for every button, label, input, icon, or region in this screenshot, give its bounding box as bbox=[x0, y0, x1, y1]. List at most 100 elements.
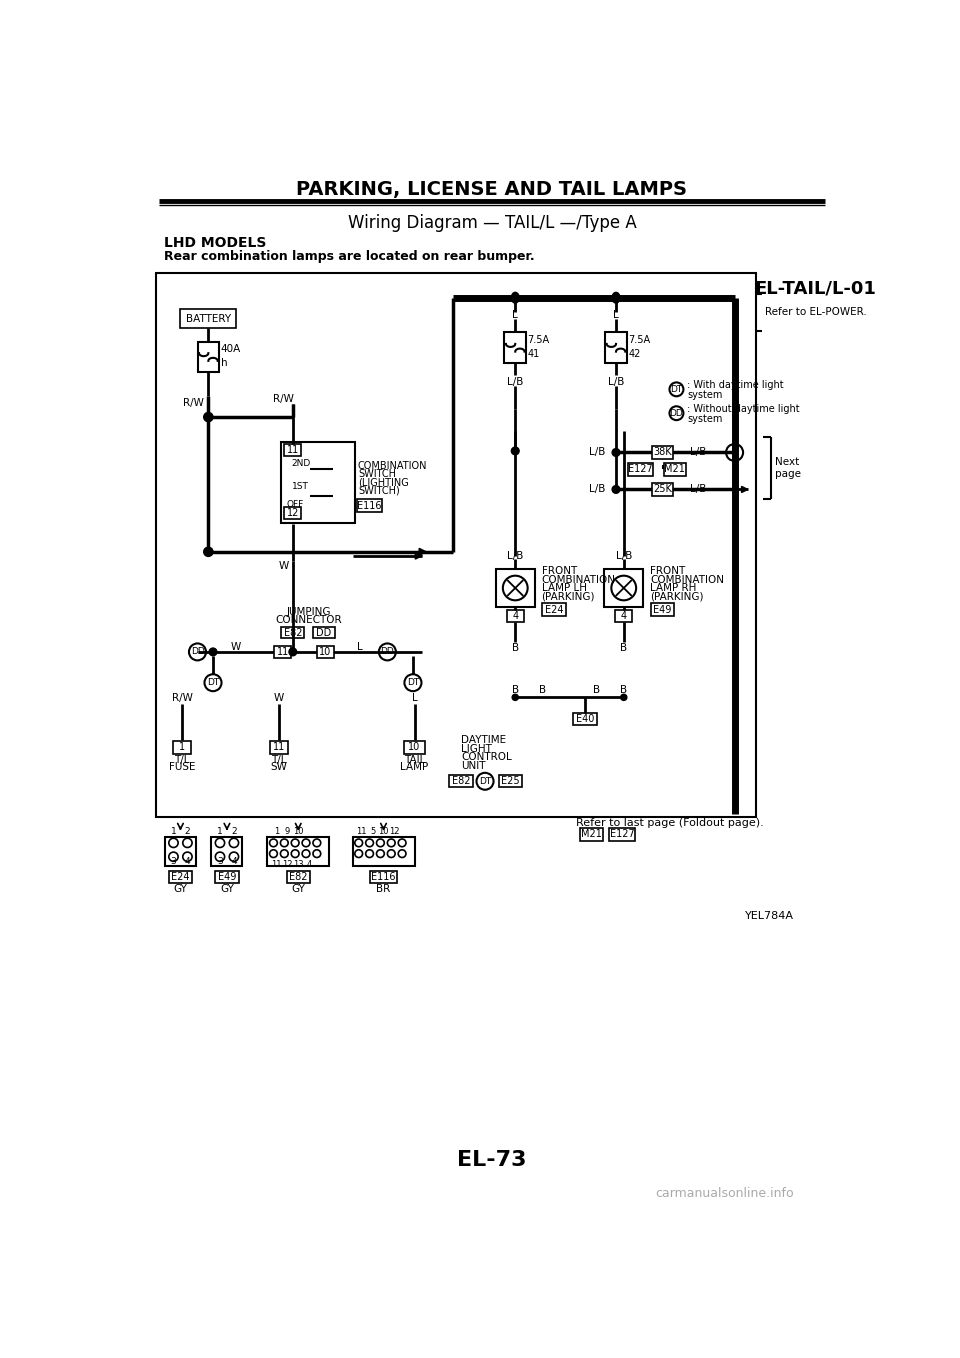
Text: DAYTIME: DAYTIME bbox=[461, 736, 506, 746]
Text: E116: E116 bbox=[357, 501, 382, 511]
Text: B: B bbox=[512, 644, 518, 653]
Bar bbox=[211, 837, 243, 866]
Text: h: h bbox=[221, 359, 228, 368]
Bar bbox=[499, 775, 522, 788]
Text: (PARKING): (PARKING) bbox=[541, 592, 595, 602]
Text: DD: DD bbox=[316, 627, 331, 638]
Text: 4: 4 bbox=[306, 860, 312, 869]
Text: DD: DD bbox=[380, 648, 395, 656]
Text: 5: 5 bbox=[370, 827, 375, 835]
Circle shape bbox=[621, 694, 627, 701]
Bar bbox=[371, 870, 396, 883]
Text: DD: DD bbox=[669, 409, 684, 418]
Text: E49: E49 bbox=[218, 872, 236, 881]
Text: LIGHT: LIGHT bbox=[461, 744, 492, 754]
Text: 4: 4 bbox=[184, 857, 190, 866]
Text: 11: 11 bbox=[276, 646, 289, 657]
Text: 2: 2 bbox=[231, 827, 237, 835]
Polygon shape bbox=[741, 486, 748, 493]
Bar bbox=[267, 837, 329, 866]
Text: M21: M21 bbox=[581, 830, 602, 839]
Text: SW: SW bbox=[271, 762, 287, 773]
Text: 1: 1 bbox=[274, 827, 279, 835]
Text: R/W: R/W bbox=[182, 398, 204, 409]
Text: COMBINATION: COMBINATION bbox=[650, 574, 724, 584]
Text: 1: 1 bbox=[217, 827, 223, 835]
Text: Rear combination lamps are located on rear bumper.: Rear combination lamps are located on re… bbox=[164, 250, 535, 263]
Bar bbox=[284, 444, 301, 456]
Text: 10: 10 bbox=[320, 646, 331, 657]
Bar bbox=[275, 646, 291, 659]
Text: 3: 3 bbox=[217, 857, 223, 866]
Text: 12: 12 bbox=[389, 827, 399, 835]
Ellipse shape bbox=[512, 292, 519, 303]
Text: B: B bbox=[512, 684, 518, 695]
Text: L: L bbox=[613, 311, 619, 320]
Text: BATTERY: BATTERY bbox=[186, 314, 231, 323]
Bar bbox=[180, 310, 236, 327]
Bar bbox=[507, 610, 524, 622]
Text: carmanualsonline.info: carmanualsonline.info bbox=[656, 1187, 794, 1199]
Text: M21: M21 bbox=[664, 464, 685, 474]
Bar bbox=[352, 837, 415, 866]
Text: LAMP RH: LAMP RH bbox=[650, 583, 696, 593]
Text: 10: 10 bbox=[293, 827, 303, 835]
Text: 2: 2 bbox=[184, 827, 190, 835]
Polygon shape bbox=[420, 549, 426, 555]
Text: R/W: R/W bbox=[273, 394, 294, 405]
Text: FRONT: FRONT bbox=[541, 566, 577, 576]
Text: Refer to EL-POWER.: Refer to EL-POWER. bbox=[765, 307, 867, 318]
Text: : Without daytime light: : Without daytime light bbox=[687, 405, 800, 414]
Text: CONTROL: CONTROL bbox=[461, 752, 512, 762]
Text: E24: E24 bbox=[544, 604, 564, 615]
Bar bbox=[284, 507, 301, 520]
Bar bbox=[573, 713, 596, 725]
Circle shape bbox=[209, 648, 217, 656]
Text: DD: DD bbox=[191, 648, 204, 656]
Text: DT: DT bbox=[206, 678, 219, 687]
Text: 4: 4 bbox=[621, 611, 627, 621]
Text: FUSE: FUSE bbox=[169, 762, 195, 773]
Bar bbox=[504, 333, 526, 363]
Bar bbox=[281, 627, 304, 638]
Bar bbox=[580, 828, 603, 841]
Text: B: B bbox=[539, 684, 546, 695]
Circle shape bbox=[512, 694, 518, 701]
Text: OFF: OFF bbox=[287, 500, 304, 508]
Bar bbox=[357, 500, 382, 512]
Text: E82: E82 bbox=[283, 627, 302, 638]
Bar bbox=[156, 273, 756, 816]
Text: 12: 12 bbox=[287, 508, 299, 519]
Bar bbox=[542, 603, 565, 615]
Text: 11: 11 bbox=[272, 860, 282, 869]
Text: LHD MODELS: LHD MODELS bbox=[164, 236, 267, 250]
Bar bbox=[281, 443, 355, 523]
Text: (PARKING): (PARKING) bbox=[650, 592, 704, 602]
Bar bbox=[615, 610, 633, 622]
Text: E40: E40 bbox=[576, 714, 594, 724]
Bar bbox=[270, 741, 288, 754]
Circle shape bbox=[204, 413, 213, 422]
Ellipse shape bbox=[612, 292, 620, 303]
Text: W: W bbox=[278, 561, 289, 570]
Text: BR: BR bbox=[376, 884, 391, 894]
Text: 1: 1 bbox=[179, 743, 185, 752]
Text: 10: 10 bbox=[378, 827, 389, 835]
Text: L/B: L/B bbox=[588, 485, 605, 494]
Text: T/L: T/L bbox=[175, 755, 190, 765]
Text: 13: 13 bbox=[293, 860, 303, 869]
Bar bbox=[609, 828, 636, 841]
Text: B: B bbox=[731, 448, 738, 458]
Text: E25: E25 bbox=[501, 777, 520, 786]
Bar bbox=[313, 627, 335, 638]
Text: 11: 11 bbox=[356, 827, 367, 835]
Text: FRONT: FRONT bbox=[650, 566, 685, 576]
Text: Wiring Diagram — TAIL/L —/Type A: Wiring Diagram — TAIL/L —/Type A bbox=[348, 215, 636, 232]
Bar bbox=[605, 569, 643, 607]
Bar bbox=[169, 870, 192, 883]
Text: system: system bbox=[687, 414, 723, 424]
Text: COMBINATION: COMBINATION bbox=[541, 574, 615, 584]
Text: B: B bbox=[620, 684, 627, 695]
Text: L/B: L/B bbox=[608, 376, 624, 387]
Polygon shape bbox=[416, 553, 422, 559]
